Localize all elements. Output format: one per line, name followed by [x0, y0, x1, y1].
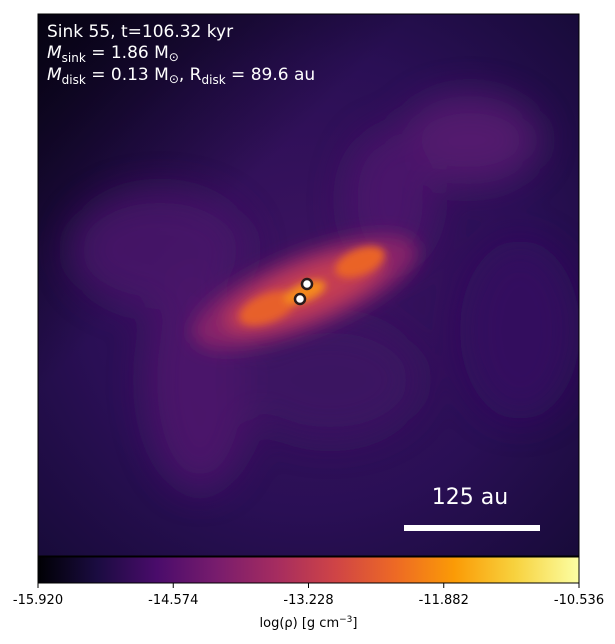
colorbar-tick-label: -14.574	[148, 593, 198, 608]
colorbar-tick-label: -11.882	[419, 593, 469, 608]
colorbar-tick-label: -10.536	[554, 593, 604, 608]
sink-mass-line: Msink = 1.86 M⊙	[47, 43, 179, 65]
density-map-panel: 125 au Sink 55, t=106.32 kyr Msink = 1.8…	[38, 14, 579, 556]
colorbar-ticks	[37, 583, 580, 588]
scale-bar	[404, 525, 540, 531]
sink-b	[293, 292, 307, 306]
colorbar-tick-label: -15.920	[13, 593, 63, 608]
scale-bar-label: 125 au	[432, 485, 508, 510]
colorbar	[37, 556, 580, 584]
colorbar-axis-label: log(ρ) [g cm−3]	[260, 615, 358, 631]
sink-info-line: Sink 55, t=106.32 kyr	[47, 22, 233, 42]
disk-properties-line: Mdisk = 0.13 M⊙, Rdisk = 89.6 au	[47, 65, 315, 87]
colorbar-tick-label: -13.228	[283, 593, 333, 608]
sink-a	[300, 277, 314, 291]
